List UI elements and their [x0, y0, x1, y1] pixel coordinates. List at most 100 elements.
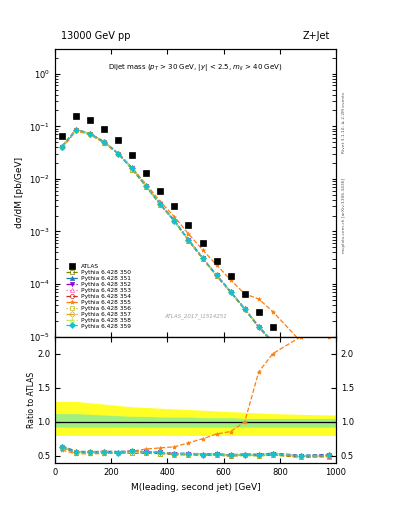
- Pythia 6.428 354: [299, 385, 303, 391]
- Pythia 6.428 355: [172, 214, 177, 220]
- Pythia 6.428 354: [116, 151, 121, 157]
- Pythia 6.428 352: [299, 384, 303, 390]
- Pythia 6.428 352: [186, 237, 191, 243]
- Pythia 6.428 356: [60, 143, 64, 150]
- Pythia 6.428 355: [228, 277, 233, 283]
- Pythia 6.428 356: [74, 126, 79, 133]
- ATLAS: [116, 137, 121, 143]
- Pythia 6.428 352: [102, 139, 107, 145]
- Pythia 6.428 359: [158, 201, 163, 207]
- Pythia 6.428 352: [60, 143, 64, 150]
- Pythia 6.428 355: [327, 365, 331, 371]
- Pythia 6.428 352: [116, 151, 121, 157]
- Pythia 6.428 351: [74, 126, 79, 132]
- ATLAS: [214, 258, 219, 264]
- Pythia 6.428 357: [186, 237, 191, 243]
- Line: ATLAS: ATLAS: [59, 113, 332, 411]
- Pythia 6.428 356: [200, 255, 205, 262]
- Line: Pythia 6.428 354: Pythia 6.428 354: [60, 127, 331, 425]
- Pythia 6.428 351: [130, 165, 135, 171]
- Pythia 6.428 355: [74, 128, 79, 134]
- Pythia 6.428 356: [299, 385, 303, 391]
- Pythia 6.428 354: [130, 165, 135, 171]
- Pythia 6.428 352: [270, 339, 275, 345]
- Pythia 6.428 356: [102, 139, 107, 145]
- Pythia 6.428 351: [242, 305, 247, 311]
- ATLAS: [256, 308, 261, 314]
- Pythia 6.428 351: [158, 201, 163, 207]
- Pythia 6.428 354: [158, 201, 163, 207]
- ATLAS: [172, 203, 177, 209]
- Pythia 6.428 352: [256, 324, 261, 330]
- Pythia 6.428 351: [270, 338, 275, 345]
- Pythia 6.428 359: [172, 218, 177, 224]
- Pythia 6.428 354: [242, 306, 247, 312]
- Pythia 6.428 356: [88, 131, 92, 137]
- Text: Rivet 3.1.10, ≥ 2.2M events: Rivet 3.1.10, ≥ 2.2M events: [342, 92, 346, 154]
- Pythia 6.428 350: [158, 202, 163, 208]
- Pythia 6.428 357: [60, 143, 64, 150]
- Pythia 6.428 354: [102, 139, 107, 145]
- Pythia 6.428 358: [158, 201, 163, 207]
- Pythia 6.428 352: [228, 289, 233, 295]
- Pythia 6.428 359: [200, 255, 205, 261]
- ATLAS: [144, 170, 149, 176]
- Pythia 6.428 358: [200, 255, 205, 261]
- Pythia 6.428 354: [327, 420, 331, 426]
- Pythia 6.428 359: [256, 324, 261, 330]
- Pythia 6.428 358: [88, 131, 92, 137]
- Pythia 6.428 355: [299, 338, 303, 345]
- Pythia 6.428 358: [186, 237, 191, 243]
- Pythia 6.428 350: [88, 131, 92, 137]
- Pythia 6.428 357: [130, 165, 135, 171]
- Pythia 6.428 351: [200, 254, 205, 261]
- Pythia 6.428 359: [116, 151, 121, 157]
- Pythia 6.428 357: [74, 126, 79, 133]
- Pythia 6.428 356: [158, 202, 163, 208]
- Pythia 6.428 352: [74, 126, 79, 133]
- Pythia 6.428 354: [200, 255, 205, 261]
- Pythia 6.428 353: [186, 237, 191, 243]
- Pythia 6.428 350: [60, 144, 64, 151]
- Pythia 6.428 350: [299, 385, 303, 391]
- Pythia 6.428 353: [116, 150, 121, 156]
- Pythia 6.428 355: [214, 262, 219, 268]
- Pythia 6.428 354: [214, 272, 219, 279]
- Pythia 6.428 350: [102, 140, 107, 146]
- Pythia 6.428 356: [256, 324, 261, 330]
- Pythia 6.428 352: [327, 420, 331, 426]
- Pythia 6.428 351: [327, 419, 331, 425]
- Pythia 6.428 358: [172, 218, 177, 224]
- Pythia 6.428 356: [130, 166, 135, 173]
- Pythia 6.428 353: [200, 255, 205, 261]
- Pythia 6.428 358: [214, 272, 219, 279]
- Pythia 6.428 359: [130, 165, 135, 171]
- Pythia 6.428 351: [186, 237, 191, 243]
- Pythia 6.428 354: [74, 126, 79, 133]
- Pythia 6.428 352: [214, 272, 219, 279]
- Pythia 6.428 359: [242, 306, 247, 312]
- Pythia 6.428 352: [144, 183, 149, 189]
- Pythia 6.428 354: [172, 218, 177, 224]
- Pythia 6.428 355: [60, 145, 64, 152]
- Pythia 6.428 357: [102, 139, 107, 145]
- ATLAS: [130, 152, 135, 158]
- Pythia 6.428 351: [116, 150, 121, 156]
- Line: Pythia 6.428 353: Pythia 6.428 353: [60, 127, 331, 425]
- Pythia 6.428 355: [200, 247, 205, 253]
- Line: Pythia 6.428 359: Pythia 6.428 359: [60, 127, 331, 425]
- Pythia 6.428 359: [299, 384, 303, 390]
- Text: mcplots.cern.ch [arXiv:1306.3436]: mcplots.cern.ch [arXiv:1306.3436]: [342, 178, 346, 252]
- Pythia 6.428 352: [172, 218, 177, 224]
- Pythia 6.428 354: [256, 324, 261, 330]
- Pythia 6.428 355: [242, 291, 247, 297]
- Pythia 6.428 358: [130, 165, 135, 171]
- Line: Pythia 6.428 351: Pythia 6.428 351: [60, 127, 331, 424]
- Pythia 6.428 350: [228, 289, 233, 295]
- Pythia 6.428 352: [88, 131, 92, 137]
- Pythia 6.428 350: [242, 306, 247, 312]
- Pythia 6.428 356: [242, 306, 247, 312]
- Pythia 6.428 354: [60, 143, 64, 150]
- Pythia 6.428 356: [327, 421, 331, 427]
- Pythia 6.428 357: [270, 339, 275, 345]
